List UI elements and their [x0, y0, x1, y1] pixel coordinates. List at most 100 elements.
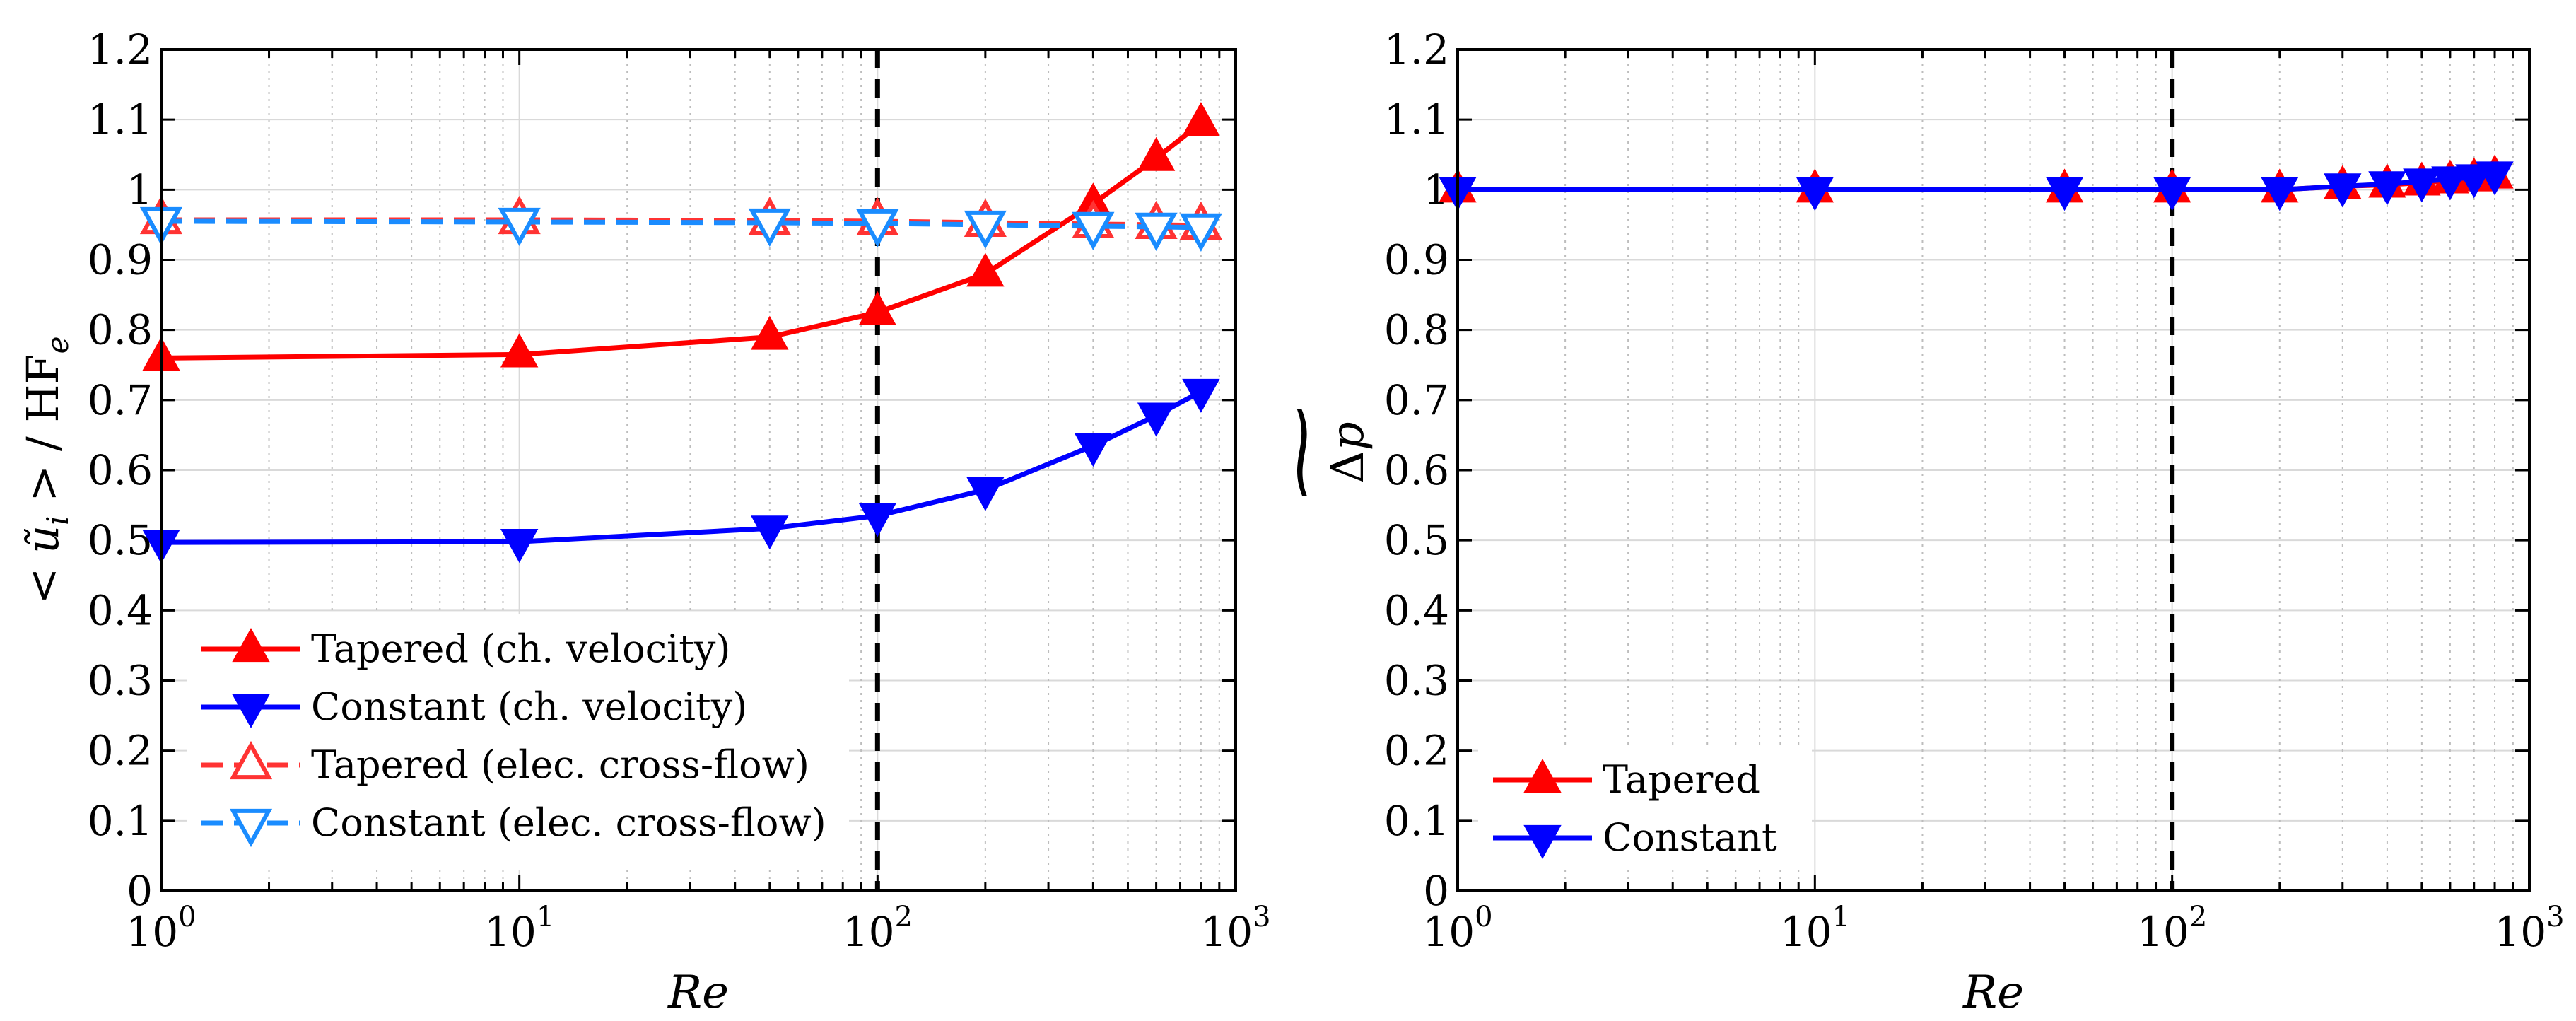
- y-tick-label: 1.2: [1384, 25, 1449, 74]
- legend-marker: [229, 740, 273, 780]
- x-tick-label: 102: [2137, 901, 2207, 956]
- data-point: [858, 503, 897, 537]
- series-2: [1439, 161, 2514, 211]
- data-point: [1796, 177, 1834, 211]
- y-tick-label: 1.1: [1384, 95, 1449, 144]
- y-axis-label-text: < ũi > / HFe: [17, 337, 75, 605]
- data-point: [2368, 171, 2406, 206]
- x-tick-label: 101: [1780, 901, 1850, 956]
- y-tick-label: 1: [1423, 165, 1449, 214]
- data-point: [966, 252, 1005, 287]
- y-axis-label-text: Δp: [1322, 421, 1374, 483]
- legend-entry-3: Tapered (elec. cross-flow): [201, 740, 809, 787]
- y-tick-label: 0.8: [1384, 306, 1449, 354]
- legend-box: [1478, 745, 1812, 870]
- data-point: [1182, 378, 1220, 413]
- legend-label: Tapered (ch. velocity): [311, 626, 731, 671]
- chart-panel-2: 0 0.1 0.2 0.3 0.4 0.5 0.6 0.7 0.8 0.9 1 1.1 1.2 100 10…: [1263, 25, 2565, 1019]
- legend-entry-2: Constant (ch. velocity): [201, 684, 747, 729]
- x-axis-label: Re: [667, 967, 729, 1019]
- data-point: [498, 207, 541, 247]
- legend-label: Constant (ch. velocity): [311, 684, 747, 729]
- legend-entry-2: Constant: [1493, 815, 1777, 860]
- legend-entry-1: Tapered: [1493, 757, 1760, 802]
- data-point: [500, 333, 539, 368]
- y-tick-label: 0.3: [88, 657, 153, 705]
- y-tick-label: 0.5: [1384, 516, 1449, 564]
- data-point: [964, 210, 1007, 249]
- y-tick-label: 1: [127, 165, 153, 214]
- y-tick-label: 0.8: [88, 306, 153, 354]
- x-tick-label: 101: [484, 901, 554, 956]
- x-tick-label: 103: [1200, 901, 1270, 956]
- series-4: [139, 206, 1222, 252]
- data-point: [1137, 402, 1176, 437]
- data-point: [858, 291, 897, 325]
- y-tick-label: 0.2: [88, 727, 153, 775]
- data-point: [500, 529, 539, 564]
- legend: Tapered (ch. velocity) Constant (ch. velo…: [187, 614, 849, 870]
- legend-entry-4: Constant (elec. cross-flow): [201, 800, 826, 848]
- data-point: [751, 515, 789, 550]
- chart-panel-1: 0 0.1 0.2 0.3 0.4 0.5 0.6 0.7 0.8 0.9 1 1.1 1.2 100 10…: [17, 25, 1271, 1019]
- axes-frame: [1456, 48, 2531, 892]
- y-tick-label: 0.5: [88, 516, 153, 564]
- y-tick-label: 0.4: [1384, 586, 1449, 634]
- data-point: [2153, 177, 2191, 211]
- legend-marker: [1523, 824, 1562, 859]
- legend-entry-1: Tapered (ch. velocity): [201, 626, 731, 671]
- data-point: [1074, 433, 1113, 467]
- data-point: [2431, 166, 2469, 201]
- legend-label: Constant: [1603, 815, 1777, 860]
- data-point: [856, 209, 899, 248]
- legend-box: [187, 614, 849, 870]
- y-tick-label: 0.6: [1384, 446, 1449, 494]
- y-tick-label: 0.2: [1384, 727, 1449, 775]
- legend-marker: [1523, 759, 1562, 793]
- y-tick-label: 1.1: [88, 95, 153, 144]
- series-line: [160, 389, 1202, 545]
- y-axis-label-tilde: ~: [1263, 394, 1337, 511]
- x-tick-label: 100: [1422, 901, 1492, 956]
- y-tick-label: 0.9: [1384, 236, 1449, 284]
- y-tick-label: 0.1: [1384, 797, 1449, 845]
- x-tick-label: 100: [126, 901, 196, 956]
- y-tick-label: 0.3: [1384, 657, 1449, 705]
- data-point: [2476, 161, 2514, 196]
- data-point: [966, 477, 1005, 511]
- data-point: [2324, 173, 2362, 208]
- legend-label: Constant (elec. cross-flow): [311, 800, 826, 845]
- data-point: [748, 208, 791, 247]
- data-point: [2045, 177, 2084, 211]
- data-point: [1182, 102, 1220, 136]
- y-tick-label: 0.7: [88, 376, 153, 424]
- data-point: [1135, 212, 1178, 251]
- y-tick-label: 0: [1423, 867, 1449, 915]
- y-tick-label: 1.2: [88, 25, 153, 74]
- y-tick-label: 0.1: [88, 797, 153, 845]
- y-tick-label: 0.4: [88, 586, 153, 634]
- series-2: [142, 378, 1220, 564]
- data-point: [1072, 211, 1115, 250]
- data-point: [2403, 168, 2441, 203]
- y-tick-label: 0: [127, 867, 153, 915]
- y-tick-label: 0.9: [88, 236, 153, 284]
- legend-marker: [232, 694, 270, 728]
- y-axis-label: < ũi > / HFe: [17, 337, 75, 605]
- x-tick-label: 102: [843, 901, 913, 956]
- legend-marker: [232, 628, 270, 663]
- x-tick-label: 103: [2494, 901, 2564, 956]
- legend-marker: [229, 808, 273, 848]
- data-point: [2261, 177, 2299, 211]
- axes-frame: [160, 48, 1237, 892]
- legend-label: Tapered (elec. cross-flow): [311, 742, 809, 787]
- x-axis-label: Re: [1962, 967, 2024, 1019]
- y-tick-label: 0.7: [1384, 376, 1449, 424]
- data-point: [751, 315, 789, 350]
- y-axis-label: Δp~: [1263, 394, 1374, 511]
- y-tick-label: 0.6: [88, 446, 153, 494]
- data-point: [1179, 213, 1222, 252]
- data-point: [1137, 136, 1176, 171]
- legend-label: Tapered: [1603, 757, 1760, 802]
